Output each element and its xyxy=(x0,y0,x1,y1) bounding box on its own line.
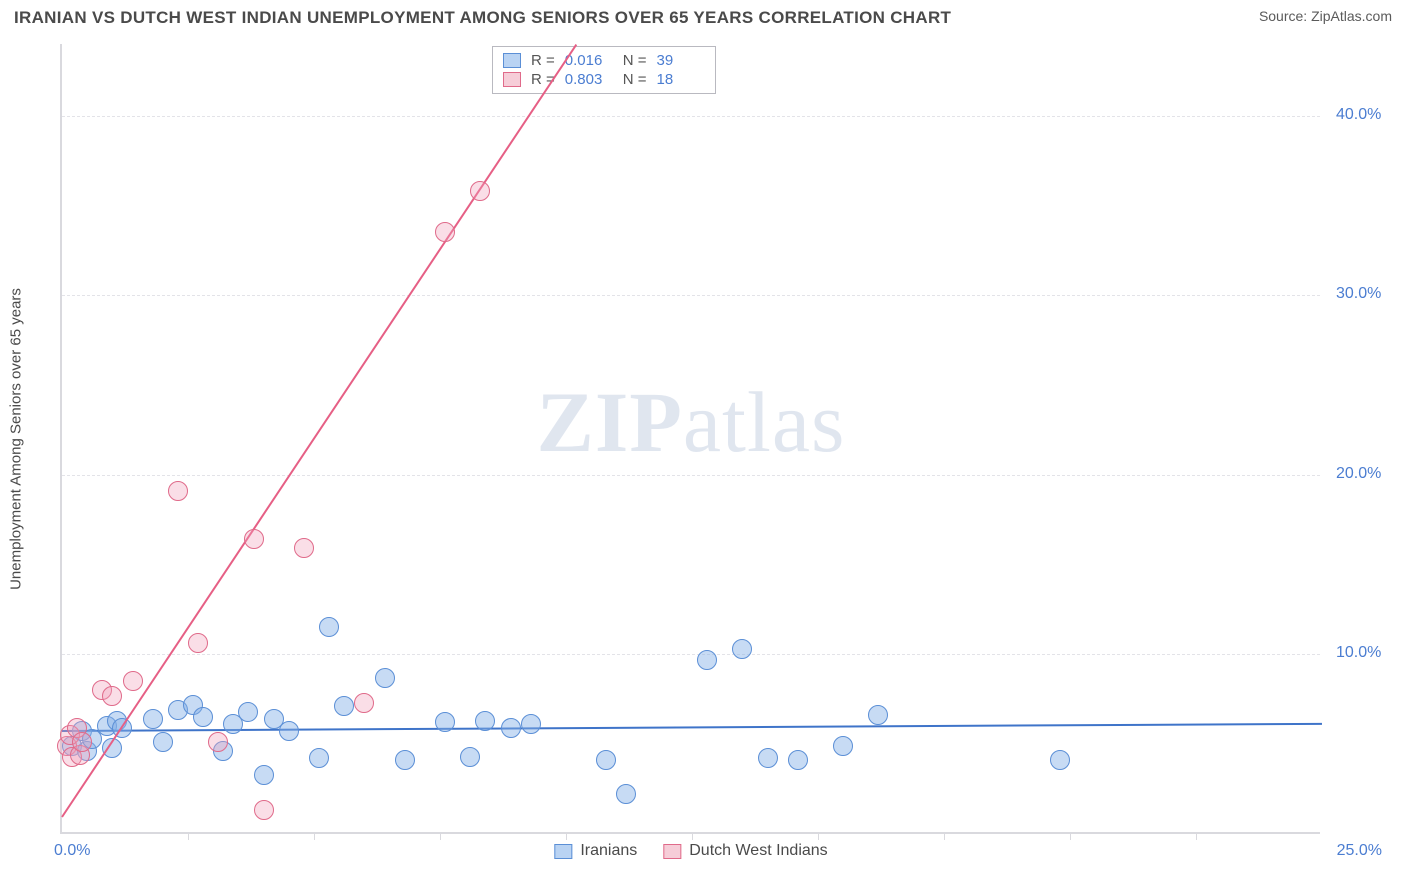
legend-swatch xyxy=(503,53,521,68)
iranians-point xyxy=(193,707,213,727)
dutch-west-indians-point xyxy=(188,633,208,653)
iranians-point xyxy=(153,732,173,752)
x-tick xyxy=(188,832,189,840)
chart-title: IRANIAN VS DUTCH WEST INDIAN UNEMPLOYMEN… xyxy=(14,8,951,28)
iranians-point xyxy=(334,696,354,716)
chart-container: Unemployment Among Seniors over 65 years… xyxy=(60,44,1390,834)
r-value: 0.016 xyxy=(565,52,613,69)
x-axis-max-label: 25.0% xyxy=(1337,842,1382,860)
dutch-west-indians-point xyxy=(294,538,314,558)
iranians-point xyxy=(319,617,339,637)
dutch-west-indians-point xyxy=(470,181,490,201)
dutch-west-indians-trend-line xyxy=(61,44,577,817)
dutch-west-indians-point xyxy=(168,481,188,501)
x-tick xyxy=(1196,832,1197,840)
n-label: N = xyxy=(623,71,647,88)
y-tick-label: 30.0% xyxy=(1336,285,1381,303)
dutch-west-indians-point xyxy=(435,222,455,242)
legend-label: Dutch West Indians xyxy=(689,842,827,860)
legend-item: Iranians xyxy=(554,842,637,860)
legend-item: Dutch West Indians xyxy=(663,842,827,860)
r-label: R = xyxy=(531,52,555,69)
legend-series: Iranians Dutch West Indians xyxy=(554,842,827,860)
iranians-point xyxy=(596,750,616,770)
iranians-point xyxy=(833,736,853,756)
iranians-point xyxy=(758,748,778,768)
iranians-point xyxy=(460,747,480,767)
legend-label: Iranians xyxy=(580,842,637,860)
dutch-west-indians-point xyxy=(72,732,92,752)
legend-swatch xyxy=(663,844,681,859)
n-value: 39 xyxy=(657,52,705,69)
grid-line xyxy=(62,475,1320,476)
legend-stat-row: R = 0.016 N = 39 xyxy=(503,51,705,70)
iranians-point xyxy=(1050,750,1070,770)
iranians-point xyxy=(375,668,395,688)
watermark-zip: ZIP xyxy=(537,374,683,470)
iranians-point xyxy=(254,765,274,785)
iranians-point xyxy=(435,712,455,732)
iranians-point xyxy=(732,639,752,659)
y-tick-label: 10.0% xyxy=(1336,644,1381,662)
r-value: 0.803 xyxy=(565,71,613,88)
x-tick xyxy=(692,832,693,840)
plot-area: ZIPatlas R =0.016N =39R =0.803N =18 Iran… xyxy=(60,44,1320,834)
x-axis-min-label: 0.0% xyxy=(54,842,90,860)
legend-stat-row: R =0.803N =18 xyxy=(503,70,705,89)
y-tick-label: 20.0% xyxy=(1336,465,1381,483)
source-label: Source: ZipAtlas.com xyxy=(1259,8,1392,24)
iranians-point xyxy=(868,705,888,725)
x-tick xyxy=(314,832,315,840)
iranians-point xyxy=(238,702,258,722)
y-tick-label: 40.0% xyxy=(1336,106,1381,124)
x-tick xyxy=(566,832,567,840)
n-value: 18 xyxy=(657,71,705,88)
dutch-west-indians-point xyxy=(208,732,228,752)
n-label: N = xyxy=(623,52,647,69)
dutch-west-indians-point xyxy=(102,686,122,706)
legend-swatch xyxy=(554,844,572,859)
grid-line xyxy=(62,116,1320,117)
dutch-west-indians-point xyxy=(254,800,274,820)
grid-line xyxy=(62,295,1320,296)
iranians-point xyxy=(521,714,541,734)
watermark-atlas: atlas xyxy=(683,374,846,470)
iranians-trend-line xyxy=(62,723,1322,732)
iranians-point xyxy=(475,711,495,731)
legend-stats: R = 0.016 N = 39R = 0.803 N = 18 xyxy=(492,46,716,94)
y-axis-label: Unemployment Among Seniors over 65 years xyxy=(8,288,25,590)
x-tick xyxy=(818,832,819,840)
watermark: ZIPatlas xyxy=(537,372,846,472)
x-tick xyxy=(944,832,945,840)
iranians-point xyxy=(309,748,329,768)
x-tick xyxy=(1070,832,1071,840)
iranians-point xyxy=(788,750,808,770)
iranians-point xyxy=(501,718,521,738)
iranians-point xyxy=(697,650,717,670)
dutch-west-indians-point xyxy=(354,693,374,713)
x-tick xyxy=(440,832,441,840)
iranians-point xyxy=(395,750,415,770)
dutch-west-indians-point xyxy=(123,671,143,691)
iranians-point xyxy=(143,709,163,729)
grid-line xyxy=(62,654,1320,655)
iranians-point xyxy=(279,721,299,741)
dutch-west-indians-point xyxy=(244,529,264,549)
iranians-point xyxy=(616,784,636,804)
legend-swatch xyxy=(503,72,521,87)
